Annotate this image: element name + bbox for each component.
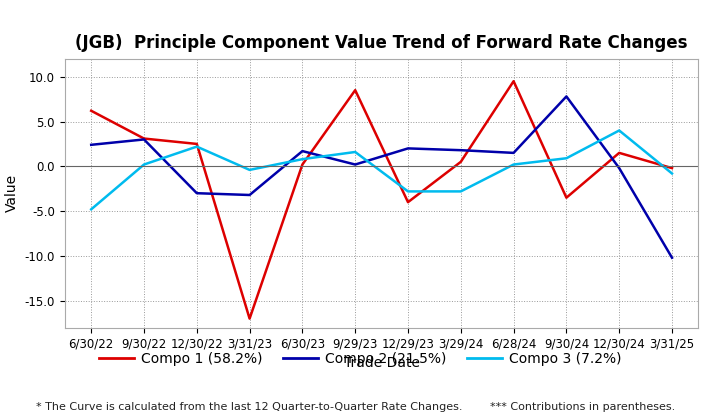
Compo 3 (7.2%) — [562, 156, 571, 161]
Compo 3 (7.2%) — [404, 189, 413, 194]
Compo 3 (7.2%) — [615, 128, 624, 133]
Compo 1 (58.2%) — [298, 162, 307, 167]
Compo 2 (21.5%) — [615, 165, 624, 171]
Line: Compo 2 (21.5%): Compo 2 (21.5%) — [91, 97, 672, 258]
Compo 1 (58.2%) — [87, 108, 96, 113]
Compo 3 (7.2%) — [351, 150, 359, 155]
Compo 3 (7.2%) — [140, 162, 148, 167]
Compo 1 (58.2%) — [562, 195, 571, 200]
Compo 2 (21.5%) — [192, 191, 201, 196]
Compo 3 (7.2%) — [192, 144, 201, 149]
Compo 1 (58.2%) — [509, 79, 518, 84]
Compo 1 (58.2%) — [456, 159, 465, 164]
Compo 2 (21.5%) — [456, 148, 465, 153]
Compo 2 (21.5%) — [246, 192, 254, 197]
Compo 1 (58.2%) — [667, 165, 676, 171]
Compo 1 (58.2%) — [351, 88, 359, 93]
Compo 1 (58.2%) — [246, 316, 254, 321]
Compo 3 (7.2%) — [246, 168, 254, 173]
Text: * The Curve is calculated from the last 12 Quarter-to-Quarter Rate Changes.: * The Curve is calculated from the last … — [36, 402, 462, 412]
Y-axis label: Value: Value — [5, 174, 19, 212]
Compo 2 (21.5%) — [667, 255, 676, 260]
Title: (JGB)  Principle Component Value Trend of Forward Rate Changes: (JGB) Principle Component Value Trend of… — [76, 34, 688, 52]
Compo 2 (21.5%) — [404, 146, 413, 151]
Compo 2 (21.5%) — [87, 142, 96, 147]
Compo 2 (21.5%) — [298, 149, 307, 154]
Compo 1 (58.2%) — [404, 200, 413, 205]
Compo 1 (58.2%) — [615, 150, 624, 155]
Compo 3 (7.2%) — [667, 171, 676, 176]
X-axis label: Trade Date: Trade Date — [343, 356, 420, 370]
Legend: Compo 1 (58.2%), Compo 2 (21.5%), Compo 3 (7.2%): Compo 1 (58.2%), Compo 2 (21.5%), Compo … — [94, 346, 626, 371]
Compo 3 (7.2%) — [298, 157, 307, 162]
Compo 2 (21.5%) — [509, 150, 518, 155]
Line: Compo 3 (7.2%): Compo 3 (7.2%) — [91, 131, 672, 209]
Compo 1 (58.2%) — [140, 136, 148, 141]
Text: *** Contributions in parentheses.: *** Contributions in parentheses. — [490, 402, 675, 412]
Compo 3 (7.2%) — [509, 162, 518, 167]
Line: Compo 1 (58.2%): Compo 1 (58.2%) — [91, 81, 672, 319]
Compo 2 (21.5%) — [562, 94, 571, 99]
Compo 2 (21.5%) — [140, 137, 148, 142]
Compo 2 (21.5%) — [351, 162, 359, 167]
Compo 3 (7.2%) — [87, 207, 96, 212]
Compo 3 (7.2%) — [456, 189, 465, 194]
Compo 1 (58.2%) — [192, 142, 201, 147]
